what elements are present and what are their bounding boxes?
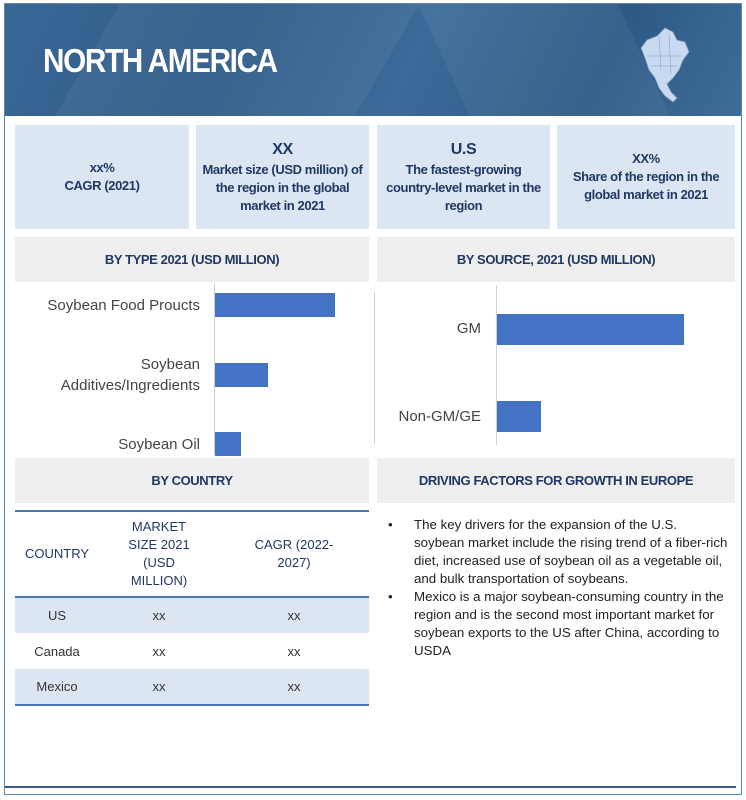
source-label: GM <box>456 320 481 337</box>
cell-cagr: xx <box>219 669 369 706</box>
cell-country: Canada <box>34 643 80 659</box>
type-bar <box>215 293 335 317</box>
country-table: COUNTRY MARKET SIZE 2021 (USD MILLION) C… <box>15 510 369 706</box>
column-header: COUNTRY <box>15 510 99 598</box>
column-header: CAGR (2022-2027) <box>219 510 369 598</box>
section-drivers: DRIVING FACTORS FOR GROWTH IN EUROPE <box>377 458 735 503</box>
type-label: Soybean Oil <box>118 436 200 453</box>
table-row: Mexico xx xx <box>15 669 369 706</box>
cell-market-size: xx <box>99 669 219 706</box>
type-chart-axis <box>214 283 215 455</box>
header-banner: NORTH AMERICA <box>5 4 741 116</box>
stat-value: U.S <box>450 141 477 158</box>
section-by-source: BY SOURCE, 2021 (USD MILLION) <box>377 237 735 282</box>
source-bar <box>497 401 541 432</box>
drivers-list: The key drivers for the expansion of the… <box>388 516 728 660</box>
stat-cagr: xx% CAGR (2021) <box>15 125 189 229</box>
cell-country: Mexico <box>15 669 99 706</box>
stat-value: XX <box>272 141 293 158</box>
chart-divider <box>374 292 375 444</box>
stat-market-size: XX Market size (USD million) of the regi… <box>196 125 369 229</box>
stat-label: Market size (USD million) of the region … <box>202 162 363 213</box>
stat-fastest-growing: U.S The fastest-growing country-level ma… <box>377 125 550 229</box>
column-header: MARKET SIZE 2021 (USD MILLION) <box>99 510 219 598</box>
source-bar <box>497 314 684 345</box>
table-header-row: COUNTRY MARKET SIZE 2021 (USD MILLION) C… <box>15 510 369 598</box>
type-label: Soybean Food Proucts <box>47 297 200 314</box>
stat-share: XX% Share of the region in the global ma… <box>557 125 735 229</box>
cell-cagr: xx <box>219 597 369 633</box>
driver-item: Mexico is a major soybean-consuming coun… <box>388 588 728 660</box>
stat-label: CAGR (2021) <box>64 178 140 193</box>
type-bar <box>215 432 241 456</box>
stat-value: xx% <box>89 160 115 175</box>
stat-label: The fastest-growing country-level market… <box>386 162 541 213</box>
source-label: Non-GM/GE <box>398 408 481 425</box>
cell-country: US <box>15 597 99 633</box>
north-america-map-icon <box>640 27 690 103</box>
section-by-type: BY TYPE 2021 (USD MILLION) <box>15 237 369 282</box>
table-row: US xx xx <box>15 597 369 633</box>
page-title: NORTH AMERICA <box>43 42 278 79</box>
source-chart-axis <box>496 285 497 445</box>
cell-market-size: xx <box>99 597 219 633</box>
driver-item: The key drivers for the expansion of the… <box>388 516 728 588</box>
bottom-divider <box>5 786 736 788</box>
table-row: Canada xx xx <box>15 633 369 669</box>
type-label: Soybean Additives/Ingredients <box>60 356 200 394</box>
section-by-country: BY COUNTRY <box>15 458 369 503</box>
cell-market-size: xx <box>152 643 166 659</box>
infographic-frame <box>4 3 742 795</box>
cell-cagr: xx <box>287 643 301 659</box>
stat-label: Share of the region in the global market… <box>572 169 720 202</box>
stat-value: XX% <box>632 151 660 166</box>
type-bar <box>215 363 268 387</box>
